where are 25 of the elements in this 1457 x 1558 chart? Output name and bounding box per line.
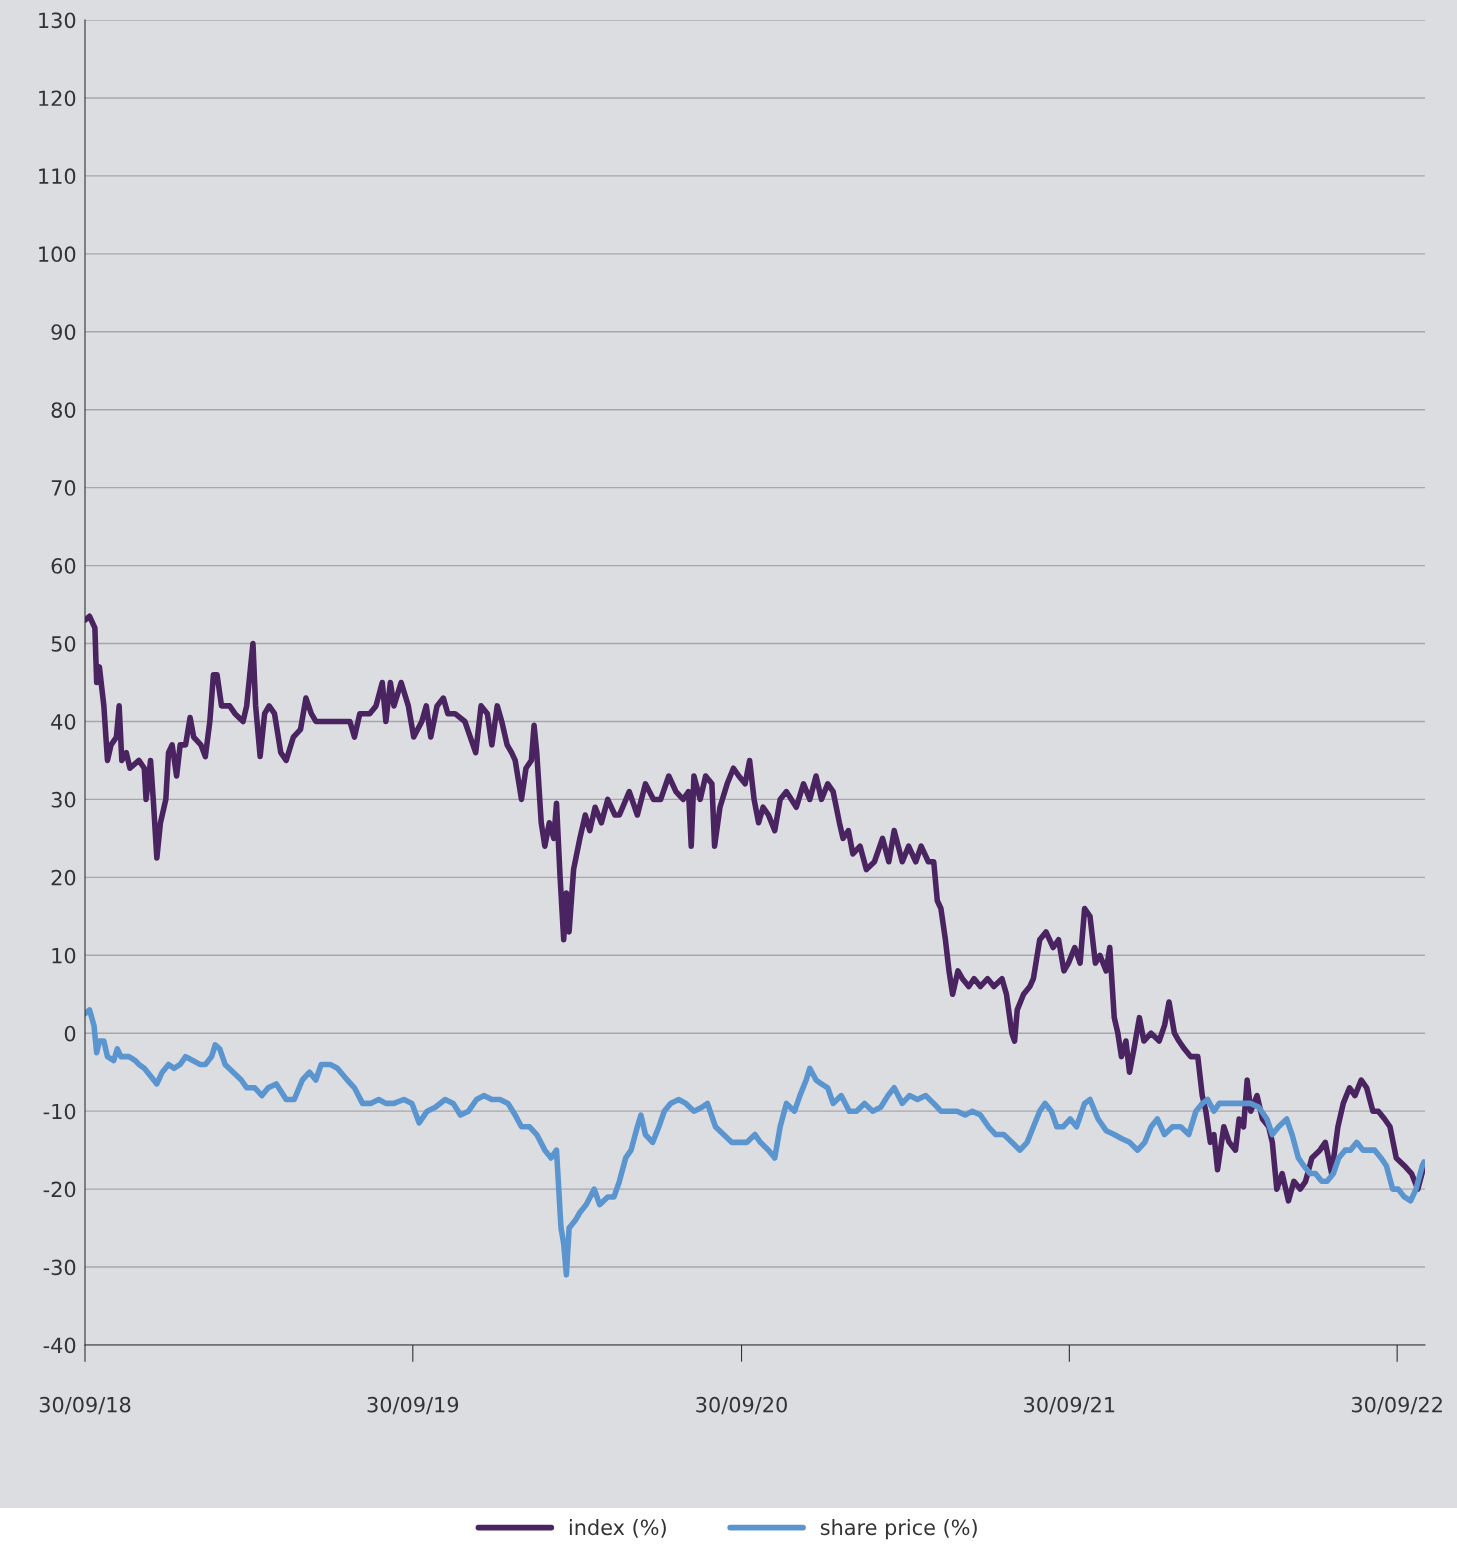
y-tick-label: 10	[52, 947, 76, 964]
x-tick-label: 30/09/21	[1024, 1396, 1115, 1415]
x-tick-label: 30/09/22	[1351, 1396, 1442, 1415]
x-tick-label: 30/09/19	[367, 1396, 459, 1415]
y-tick-label: 20	[51, 869, 76, 886]
y-tick-label: 0	[64, 1025, 76, 1042]
y-tick-label: 70	[51, 480, 76, 496]
y-tick-label: 100	[39, 246, 76, 263]
y-tick-label: 120	[39, 90, 76, 107]
y-tick-label: 130	[39, 12, 76, 29]
y-tick-label: 80	[51, 402, 76, 418]
x-tick-label: 30/09/20	[696, 1396, 787, 1415]
y-tick-label: 30	[51, 791, 76, 808]
y-tick-label: -40	[43, 1337, 76, 1354]
y-tick-label: -10	[43, 1103, 76, 1120]
y-tick-label: 50	[51, 635, 76, 652]
y-tick-label: 90	[51, 324, 76, 340]
legend-label: index (%)	[569, 1519, 666, 1538]
x-tick-label: 30/09/18	[39, 1396, 131, 1415]
y-tick-label: 110	[39, 168, 76, 185]
y-tick-label: -30	[43, 1259, 76, 1276]
legend-label: share price (%)	[820, 1519, 977, 1540]
y-tick-label: -20	[43, 1181, 76, 1198]
y-tick-label: 60	[51, 558, 76, 574]
y-tick-label: 40	[51, 713, 76, 730]
